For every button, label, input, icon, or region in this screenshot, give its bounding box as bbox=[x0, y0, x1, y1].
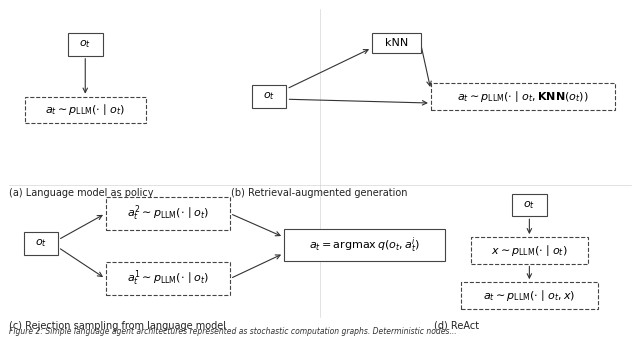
FancyBboxPatch shape bbox=[24, 232, 58, 255]
Text: Figure 2: Simple language agent architectures represented as stochastic computat: Figure 2: Simple language agent architec… bbox=[9, 326, 457, 336]
Text: (c) Rejection sampling from language model: (c) Rejection sampling from language mod… bbox=[9, 321, 226, 330]
Text: $a_t^2 \sim p_{\mathrm{LLM}}(\cdot \mid o_t)$: $a_t^2 \sim p_{\mathrm{LLM}}(\cdot \mid … bbox=[127, 204, 209, 223]
FancyBboxPatch shape bbox=[461, 282, 598, 309]
Text: $a_t \sim p_{\mathrm{LLM}}(\cdot \mid o_t, x)$: $a_t \sim p_{\mathrm{LLM}}(\cdot \mid o_… bbox=[483, 288, 575, 303]
FancyBboxPatch shape bbox=[431, 83, 615, 110]
FancyBboxPatch shape bbox=[106, 262, 230, 295]
Text: (b) Retrieval-augmented generation: (b) Retrieval-augmented generation bbox=[231, 188, 408, 199]
FancyBboxPatch shape bbox=[68, 33, 102, 56]
Text: $a_t = \mathrm{argmax}\, q(o_t, a_t^i)$: $a_t = \mathrm{argmax}\, q(o_t, a_t^i)$ bbox=[309, 235, 420, 255]
Text: $o_t$: $o_t$ bbox=[263, 90, 275, 102]
Text: $o_t$: $o_t$ bbox=[79, 39, 92, 50]
Text: $a_t^1 \sim p_{\mathrm{LLM}}(\cdot \mid o_t)$: $a_t^1 \sim p_{\mathrm{LLM}}(\cdot \mid … bbox=[127, 269, 209, 289]
Text: $a_t \sim p_{\mathrm{LLM}}(\cdot \mid o_t)$: $a_t \sim p_{\mathrm{LLM}}(\cdot \mid o_… bbox=[45, 102, 125, 117]
FancyBboxPatch shape bbox=[471, 237, 588, 264]
Text: $x \sim p_{\mathrm{LLM}}(\cdot \mid o_t)$: $x \sim p_{\mathrm{LLM}}(\cdot \mid o_t)… bbox=[491, 243, 568, 258]
Text: $o_t$: $o_t$ bbox=[524, 199, 536, 211]
Text: (a) Language model as policy: (a) Language model as policy bbox=[9, 188, 154, 199]
Text: $o_t$: $o_t$ bbox=[35, 238, 47, 250]
Text: $a_t \sim p_{\mathrm{LLM}}(\cdot \mid o_t, \mathbf{KNN}(o_t))$: $a_t \sim p_{\mathrm{LLM}}(\cdot \mid o_… bbox=[457, 89, 589, 104]
FancyBboxPatch shape bbox=[24, 97, 146, 123]
Text: (d) ReAct: (d) ReAct bbox=[434, 321, 479, 330]
FancyBboxPatch shape bbox=[512, 194, 547, 216]
FancyBboxPatch shape bbox=[372, 33, 420, 53]
FancyBboxPatch shape bbox=[284, 229, 445, 261]
FancyBboxPatch shape bbox=[252, 85, 287, 108]
Text: kNN: kNN bbox=[385, 38, 408, 48]
FancyBboxPatch shape bbox=[106, 197, 230, 230]
